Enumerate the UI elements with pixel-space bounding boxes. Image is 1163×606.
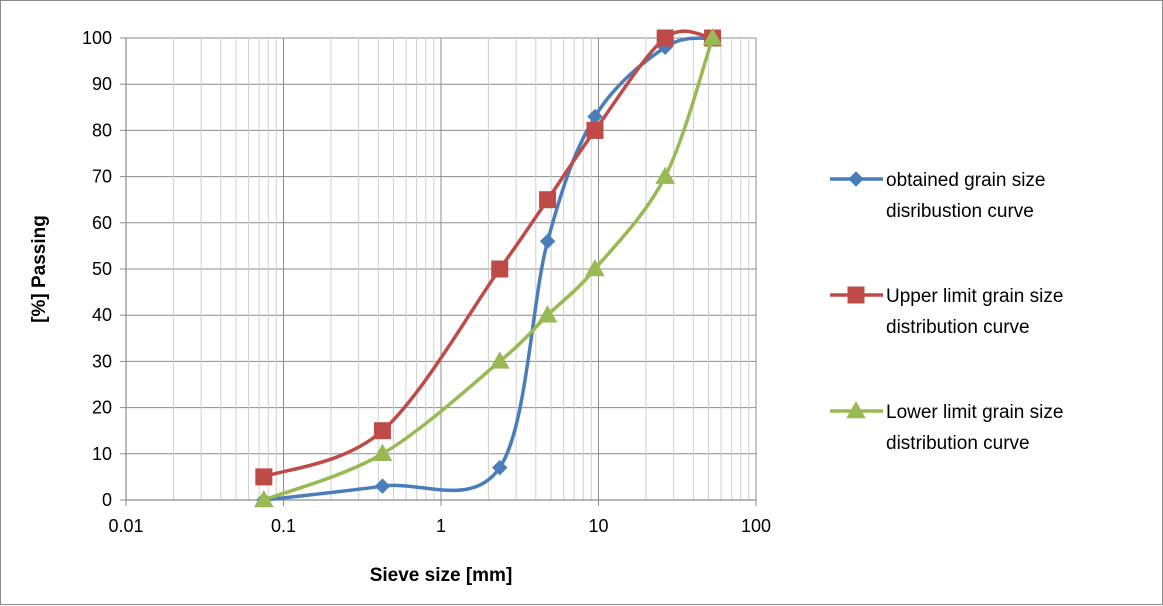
lower-limit-point [253,489,274,508]
x-axis-title: Sieve size [mm] [370,565,513,586]
lower-limit-point [372,443,393,462]
y-tick-label: 40 [92,305,112,325]
lower-limit-point [537,305,558,323]
upper-limit-legend-label: distribution curve [886,317,1030,338]
axes: 0 10 20 30 40 50 60 70 80 90 100 0.01 0.1 1 10 100 [82,28,771,536]
obtained-point [539,233,556,249]
upper-limit-legend-label: Upper limit grain size [886,286,1063,307]
upper-limit-point [586,121,604,139]
upper-limit-point [539,191,557,209]
x-tick-label: 0.01 [108,516,143,536]
y-tick-label: 50 [92,259,112,279]
obtained-legend-label: obtained grain size [886,170,1046,191]
obtained-legend-label: disribustion curve [886,201,1034,222]
upper-limit-point [656,29,674,47]
series [253,27,723,508]
y-tick-label: 10 [92,444,112,464]
lower-limit-point [655,166,676,184]
lower-limit-point [702,27,723,46]
lower-limit-point [585,258,605,277]
obtained-point [374,478,391,494]
x-tick-label: 1 [436,516,446,536]
y-tick-label: 0 [102,490,112,510]
y-tick-label: 80 [92,120,112,140]
y-tick-label: 60 [92,213,112,233]
upper-limit-point [491,260,509,278]
y-tick-label: 90 [92,74,112,94]
obtained-point [492,459,508,476]
upper-limit-point [255,468,273,486]
lower-limit-legend-label: Lower limit grain size [886,402,1063,423]
x-tick-label: 10 [588,516,608,536]
lower-limit-legend-label: distribution curve [886,433,1030,454]
lower-limit-legend-marker [846,400,866,419]
x-tick-label: 100 [741,516,771,536]
upper-limit-legend-marker [847,286,865,304]
obtained-legend-marker [848,171,864,187]
y-tick-label: 70 [92,167,112,187]
legend: obtained grain size disribustion curve Upp… [830,170,1063,454]
y-axis-title: [%] Passing [29,215,50,323]
y-tick-label: 30 [92,351,112,371]
grid [125,37,757,501]
lower-limit-point [489,351,510,369]
y-tick-label: 20 [92,398,112,418]
upper-limit-point [373,422,391,440]
y-tick-label: 100 [82,28,112,48]
x-tick-label: 0.1 [271,516,296,536]
